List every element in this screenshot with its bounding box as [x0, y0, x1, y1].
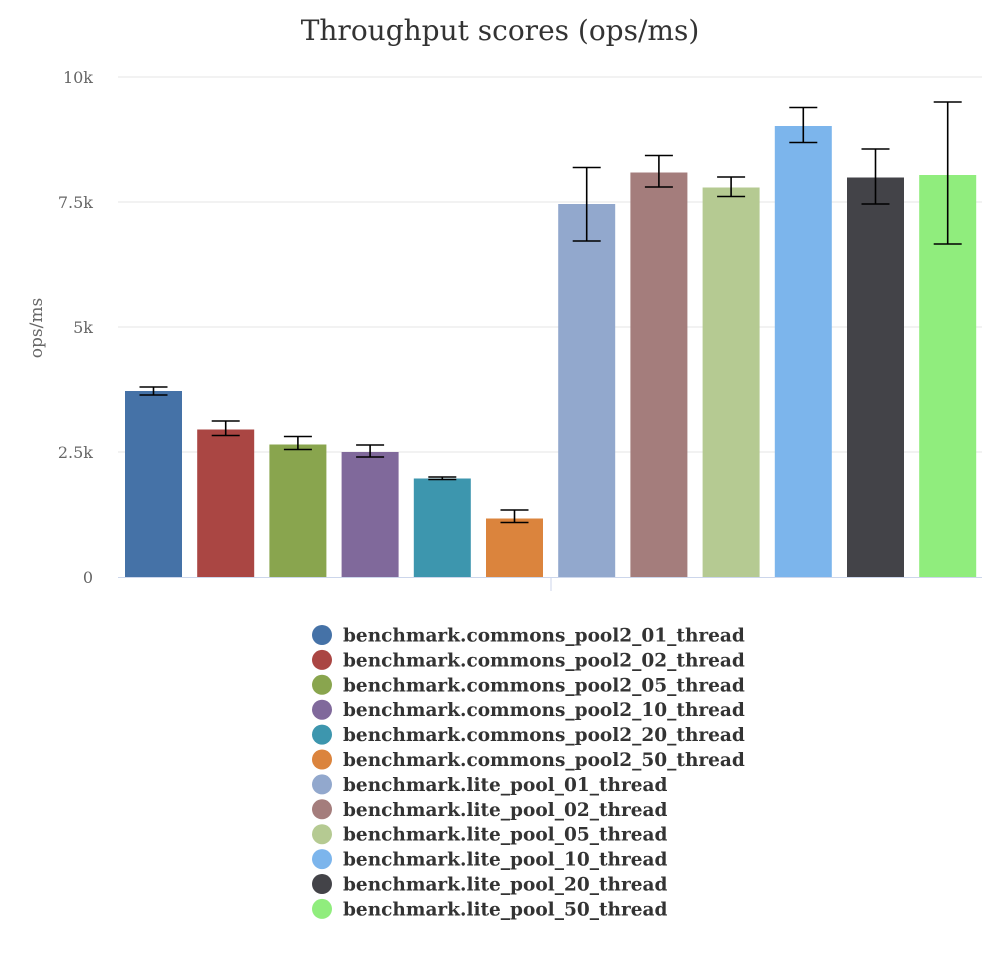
- error-bar-8: [644, 154, 673, 188]
- legend-item-8[interactable]: benchmark.lite_pool_02_thread: [312, 799, 667, 821]
- bar-11[interactable]: [847, 177, 904, 578]
- error-bar-1: [139, 386, 168, 396]
- y-axis-title: ops/ms: [27, 298, 47, 358]
- y-tick-label: 5k: [73, 318, 93, 337]
- bar-5[interactable]: [413, 478, 471, 578]
- error-bar-12: [933, 101, 962, 245]
- legend-swatch: [312, 625, 332, 645]
- bar-9[interactable]: [702, 187, 760, 578]
- legend-item-7[interactable]: benchmark.lite_pool_01_thread: [312, 774, 667, 796]
- bar-3[interactable]: [269, 444, 327, 578]
- legend-item-3[interactable]: benchmark.commons_pool2_05_thread: [312, 674, 745, 697]
- chart-title: Throughput scores (ops/ms): [301, 14, 700, 47]
- legend-item-5[interactable]: benchmark.commons_pool2_20_thread: [312, 724, 745, 747]
- error-bar-11: [861, 148, 890, 205]
- legend: benchmark.commons_pool2_01_threadbenchma…: [312, 625, 745, 920]
- legend-item-11[interactable]: benchmark.lite_pool_20_thread: [312, 874, 667, 896]
- legend-label: benchmark.commons_pool2_10_thread: [343, 700, 745, 721]
- legend-label: benchmark.lite_pool_20_thread: [343, 875, 667, 896]
- bar-10[interactable]: [774, 126, 832, 577]
- legend-label: benchmark.commons_pool2_01_thread: [343, 626, 745, 647]
- error-bar-4: [356, 444, 385, 458]
- legend-swatch: [312, 774, 332, 795]
- bar-8[interactable]: [630, 172, 688, 578]
- legend-swatch: [312, 799, 332, 820]
- legend-item-4[interactable]: benchmark.commons_pool2_10_thread: [312, 699, 745, 722]
- y-tick-label: 0: [83, 568, 93, 587]
- error-bar-3: [283, 435, 312, 451]
- bar-2[interactable]: [197, 429, 255, 578]
- legend-swatch: [312, 724, 332, 745]
- legend-item-10[interactable]: benchmark.lite_pool_10_thread: [312, 849, 667, 871]
- error-bar-10: [789, 106, 818, 144]
- x-axis: [118, 577, 982, 591]
- legend-item-1[interactable]: benchmark.commons_pool2_01_thread: [312, 625, 745, 647]
- legend-swatch: [312, 649, 332, 670]
- y-tick-label: 2.5k: [58, 443, 93, 462]
- legend-item-6[interactable]: benchmark.commons_pool2_50_thread: [312, 749, 745, 772]
- bar-6[interactable]: [486, 518, 543, 578]
- bars: [125, 101, 977, 578]
- legend-swatch: [312, 699, 332, 720]
- legend-swatch: [312, 749, 332, 770]
- y-tick-label: 7.5k: [58, 193, 93, 212]
- legend-item-2[interactable]: benchmark.commons_pool2_02_thread: [312, 649, 745, 672]
- y-axis-ticks: 0 2.5k 5k 7.5k 10k: [58, 68, 93, 587]
- legend-swatch: [312, 674, 332, 695]
- legend-label: benchmark.lite_pool_02_thread: [343, 800, 667, 821]
- legend-swatch: [312, 898, 332, 919]
- gridlines: [118, 76, 982, 453]
- legend-item-12[interactable]: benchmark.lite_pool_50_thread: [312, 898, 667, 921]
- bar-1[interactable]: [125, 391, 182, 577]
- legend-swatch: [312, 824, 332, 845]
- error-bar-7: [572, 166, 601, 242]
- legend-label: benchmark.lite_pool_01_thread: [343, 775, 667, 796]
- error-bar-9: [717, 176, 746, 198]
- legend-label: benchmark.commons_pool2_20_thread: [343, 725, 745, 746]
- legend-label: benchmark.commons_pool2_05_thread: [343, 675, 745, 696]
- legend-label: benchmark.commons_pool2_02_thread: [343, 650, 745, 671]
- legend-label: benchmark.lite_pool_50_thread: [343, 899, 667, 920]
- legend-label: benchmark.lite_pool_05_thread: [343, 825, 667, 846]
- legend-item-9[interactable]: benchmark.lite_pool_05_thread: [312, 824, 667, 846]
- bar-7[interactable]: [558, 204, 616, 577]
- legend-swatch: [312, 874, 332, 894]
- error-bar-6: [500, 509, 529, 524]
- legend-label: benchmark.commons_pool2_50_thread: [343, 750, 745, 771]
- legend-label: benchmark.lite_pool_10_thread: [343, 850, 667, 871]
- bar-4[interactable]: [341, 452, 399, 577]
- error-bar-5: [428, 476, 457, 481]
- legend-swatch: [312, 849, 332, 870]
- y-tick-label: 10k: [63, 68, 93, 87]
- error-bar-2: [211, 420, 240, 437]
